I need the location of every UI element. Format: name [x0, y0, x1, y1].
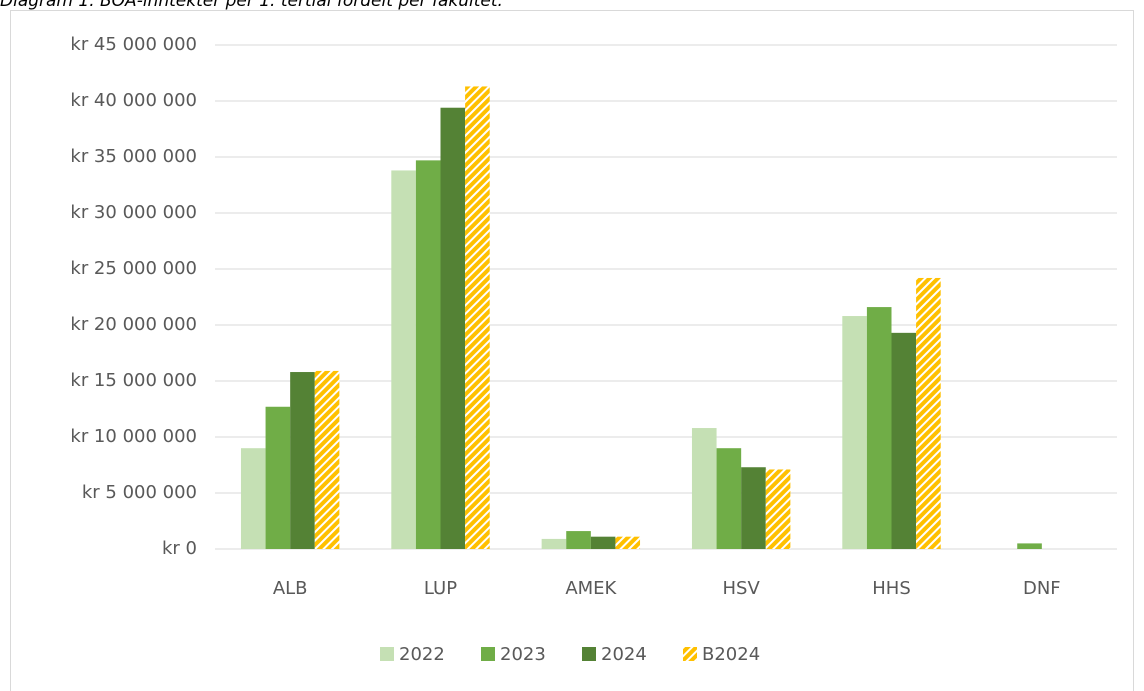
chart-title: Diagram 1. BOA-inntekter per 1. tertial …: [0, 0, 503, 11]
bar: [314, 370, 340, 549]
x-tick-label: HSV: [723, 578, 761, 599]
chart-frame: [10, 10, 1134, 691]
bar: [240, 448, 266, 549]
bar: [891, 332, 917, 549]
x-tick-label: HHS: [872, 578, 911, 599]
legend-swatch: [481, 647, 495, 661]
legend-swatch: [683, 647, 697, 661]
bar: [440, 107, 466, 549]
legend-label: 2023: [500, 644, 546, 665]
bar: [691, 428, 717, 549]
x-tick-label: ALB: [273, 578, 308, 599]
bar: [290, 372, 315, 549]
y-tick-label: kr 0: [162, 538, 197, 559]
bar: [415, 160, 441, 550]
legend-swatch: [582, 647, 596, 661]
legend-label: 2024: [601, 644, 647, 665]
y-tick-label: kr 25 000 000: [70, 258, 197, 279]
bar: [590, 536, 616, 549]
y-tick-label: kr 15 000 000: [70, 370, 197, 391]
y-tick-label: kr 5 000 000: [82, 482, 197, 503]
bar: [391, 170, 416, 549]
bar: [465, 86, 490, 549]
bar: [716, 448, 742, 549]
bar: [916, 277, 941, 549]
bar: [866, 307, 892, 549]
x-tick-label: AMEK: [565, 578, 617, 599]
bar: [842, 316, 867, 549]
x-tick-label: DNF: [1023, 578, 1061, 599]
y-tick-label: kr 45 000 000: [70, 34, 197, 55]
bar: [566, 531, 591, 549]
legend-label: 2022: [399, 644, 445, 665]
bar: [1017, 543, 1042, 549]
bar: [265, 406, 291, 549]
y-tick-label: kr 20 000 000: [70, 314, 197, 335]
bar: [541, 538, 567, 549]
bar: [765, 469, 791, 549]
legend-swatch: [380, 647, 394, 661]
y-tick-label: kr 30 000 000: [70, 202, 197, 223]
y-tick-label: kr 10 000 000: [70, 426, 197, 447]
bar: [741, 467, 766, 549]
y-tick-label: kr 35 000 000: [70, 146, 197, 167]
y-tick-label: kr 40 000 000: [70, 90, 197, 111]
x-tick-label: LUP: [424, 578, 457, 599]
legend-label: B2024: [702, 644, 760, 665]
bar: [615, 536, 641, 549]
